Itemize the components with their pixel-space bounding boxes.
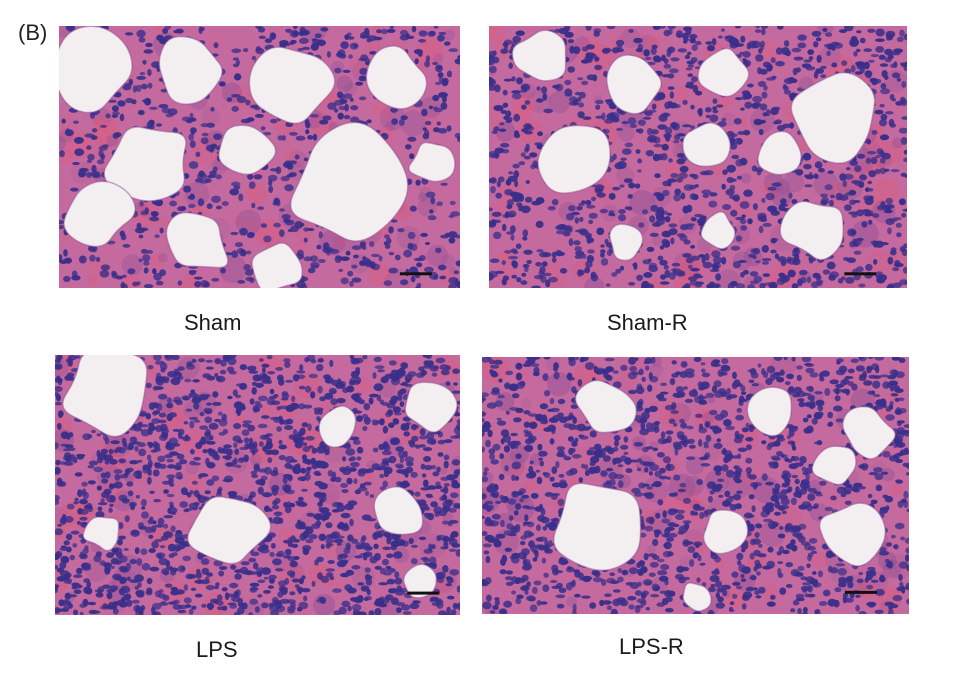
alveoli-layer — [511, 29, 876, 262]
alveoli-layer — [552, 379, 896, 612]
micrograph-sham-r-image — [489, 26, 907, 288]
panel-label: (B) — [18, 20, 48, 45]
micrograph-lps-r — [482, 357, 909, 614]
micrograph-lps — [55, 355, 460, 615]
micrograph-sham — [59, 26, 460, 288]
tissue-layer — [482, 357, 909, 614]
caption-sham-r: Sham-R — [607, 310, 688, 335]
micrograph-sham-r — [489, 26, 907, 288]
alveoli-layer — [59, 26, 456, 288]
micrograph-lps-image — [55, 355, 460, 615]
scale-bar — [844, 272, 877, 276]
micrograph-lps-r-image — [482, 357, 909, 614]
alveoli-layer — [62, 355, 458, 599]
caption-lps-r: LPS-R — [619, 634, 684, 659]
scale-bar — [399, 272, 432, 276]
scale-bar — [407, 591, 440, 595]
caption-sham: Sham — [184, 310, 242, 335]
micrograph-sham-image — [59, 26, 460, 288]
scale-bar — [844, 590, 877, 594]
caption-lps: LPS — [196, 637, 238, 662]
